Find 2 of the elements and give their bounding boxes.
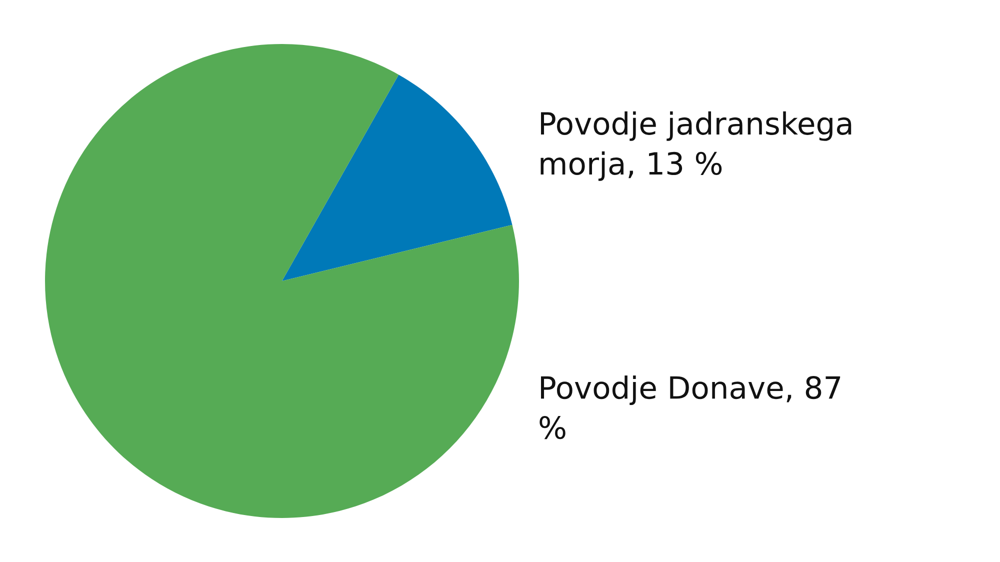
slice-label: Povodje Donave, 87 % bbox=[540, 375, 840, 440]
slice-label: Povodje jadranskega morja, 13 % bbox=[540, 111, 852, 181]
